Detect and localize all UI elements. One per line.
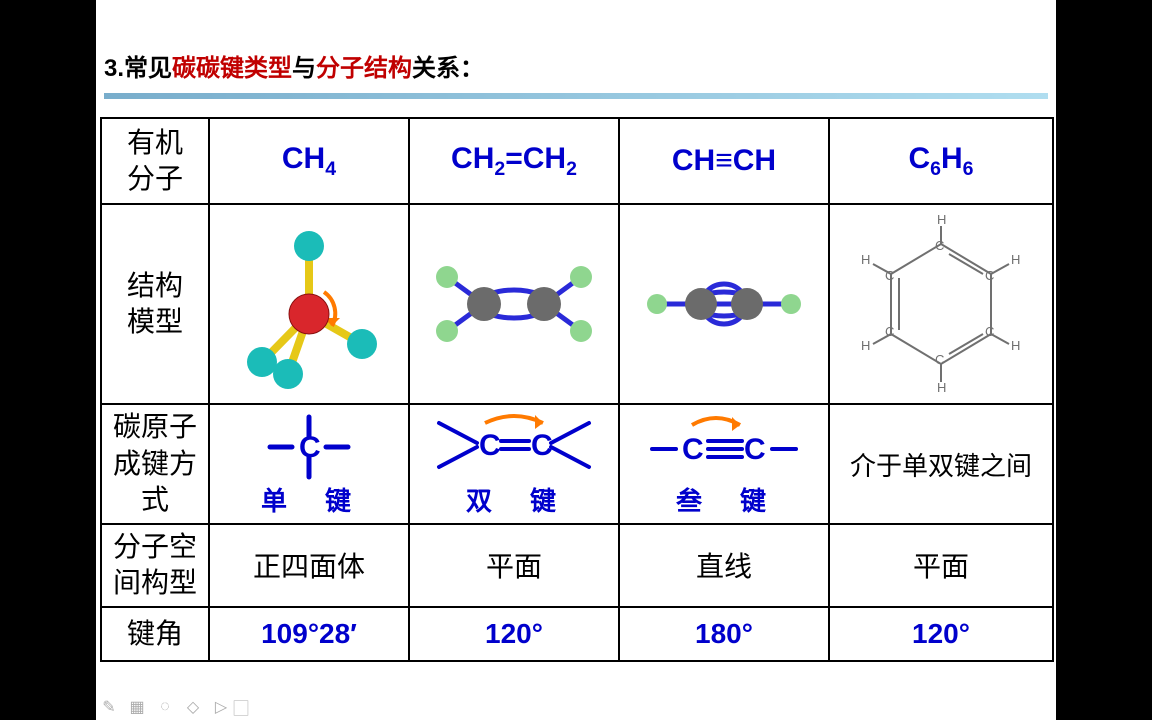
clipboard-icon[interactable]: ▦ (128, 698, 146, 716)
svg-text:C: C (299, 431, 321, 464)
model-c2h4 (409, 204, 619, 404)
eraser-icon[interactable]: ◇ (184, 698, 202, 716)
title-prefix: 3.常见 (104, 55, 172, 82)
svg-text:H: H (861, 338, 870, 353)
bond-table: 有机分子 CH4 CH2=CH2 CH≡CH C6H6 结构模型 (100, 117, 1054, 662)
slide: 3.常见碳碳键类型与分子结构关系： 有机分子 CH4 CH2=CH2 CH≡CH… (96, 0, 1056, 720)
formula-ch4: CH4 (209, 118, 409, 204)
svg-text:C: C (744, 433, 766, 466)
svg-text:H: H (937, 214, 946, 227)
formula-c2h2: CH≡CH (619, 118, 829, 204)
shape-c2h4: 平面 (409, 524, 619, 607)
formula-c2h4: CH2=CH2 (409, 118, 619, 204)
angle-ch4: 109°28′ (209, 607, 409, 661)
angle-c2h2: 180° (619, 607, 829, 661)
row-shape: 分子空间构型 (101, 524, 209, 607)
slide-title: 3.常见碳碳键类型与分子结构关系： (96, 0, 1056, 93)
svg-text:C: C (935, 238, 944, 253)
palette-icon[interactable]: ◌ (156, 698, 174, 716)
toolbar: ✎ ▦ ◌ ◇ ▷ ⃞ (100, 698, 258, 716)
row-bonding: 碳原子成键方式 (101, 404, 209, 524)
svg-text:H: H (861, 252, 870, 267)
shape-c6h6: 平面 (829, 524, 1053, 607)
shape-ch4: 正四面体 (209, 524, 409, 607)
row-model: 结构模型 (101, 204, 209, 404)
svg-text:C: C (682, 433, 704, 466)
pen-icon[interactable]: ✎ (100, 698, 118, 716)
svg-text:C: C (935, 352, 944, 367)
pointer-icon[interactable]: ▷ (212, 698, 230, 716)
bonding-c6h6: 介于单双键之间 (829, 404, 1053, 524)
svg-text:C: C (479, 429, 501, 462)
svg-text:C: C (985, 324, 994, 339)
bonding-ch4: C 单 键 (209, 404, 409, 524)
title-red2: 分子结构 (316, 55, 412, 82)
shape-c2h2: 直线 (619, 524, 829, 607)
bond-triple-label: 叁 键 (626, 481, 822, 518)
title-suffix: 关系： (412, 55, 484, 82)
bonding-c2h2: C C 叁 键 (619, 404, 829, 524)
svg-text:H: H (937, 380, 946, 394)
title-underline (104, 93, 1048, 99)
camera-icon[interactable]: ⃞ (240, 698, 258, 716)
model-c2h2 (619, 204, 829, 404)
bond-single-label: 单 键 (216, 481, 402, 518)
bond-double-label: 双 键 (416, 481, 612, 518)
svg-text:C: C (885, 324, 894, 339)
formula-c6h6: C6H6 (829, 118, 1053, 204)
angle-c6h6: 120° (829, 607, 1053, 661)
header-organic: 有机分子 (101, 118, 209, 204)
title-mid: 与 (292, 55, 316, 82)
bonding-c2h4: C C 双 键 (409, 404, 619, 524)
model-c6h6: C C C C C C H H H H H H (829, 204, 1053, 404)
svg-text:C: C (531, 429, 553, 462)
svg-text:C: C (985, 268, 994, 283)
model-ch4 (209, 204, 409, 404)
svg-text:H: H (1011, 338, 1020, 353)
title-red1: 碳碳键类型 (172, 55, 292, 82)
angle-c2h4: 120° (409, 607, 619, 661)
svg-text:C: C (885, 268, 894, 283)
row-angle: 键角 (101, 607, 209, 661)
svg-text:H: H (1011, 252, 1020, 267)
